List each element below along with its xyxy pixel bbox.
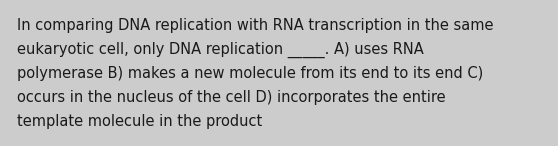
Text: template molecule in the product: template molecule in the product [17,114,262,129]
Text: In comparing DNA replication with RNA transcription in the same: In comparing DNA replication with RNA tr… [17,18,493,33]
Text: eukaryotic cell, only DNA replication _____. A) uses RNA: eukaryotic cell, only DNA replication __… [17,42,424,58]
Text: occurs in the nucleus of the cell D) incorporates the entire: occurs in the nucleus of the cell D) inc… [17,90,445,105]
Text: polymerase B) makes a new molecule from its end to its end C): polymerase B) makes a new molecule from … [17,66,483,81]
